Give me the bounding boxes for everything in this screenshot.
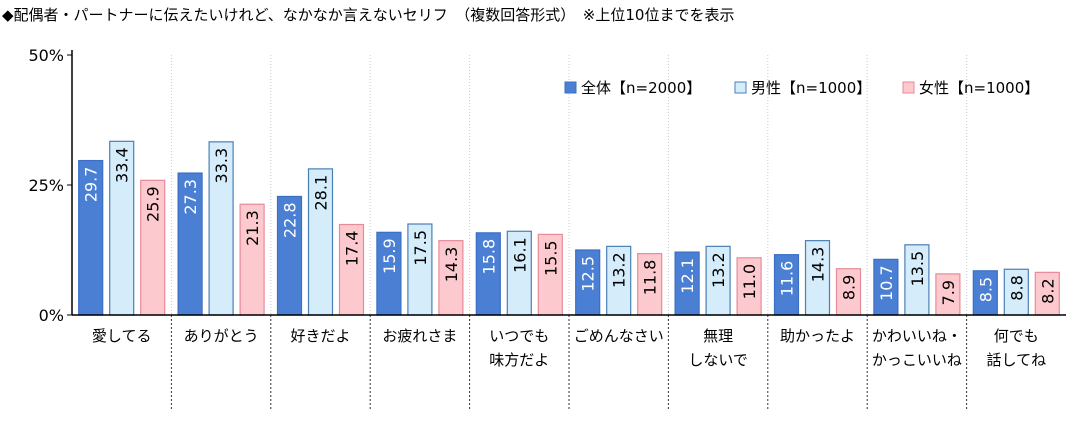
- legend-swatch: [902, 81, 915, 94]
- data-label: 13.2: [709, 252, 728, 288]
- data-label: 22.8: [281, 202, 300, 238]
- bar: [575, 249, 601, 316]
- category-label: 愛してる: [92, 327, 152, 345]
- category-label: 話してね: [987, 351, 1047, 369]
- data-label: 8.5: [976, 277, 995, 302]
- bar: [140, 179, 166, 316]
- category-label: 味方だよ: [489, 351, 549, 369]
- data-label: 13.2: [610, 252, 629, 288]
- bar: [904, 244, 930, 316]
- bar: [935, 273, 961, 316]
- category-label: いつでも: [489, 327, 549, 345]
- bar: [239, 203, 265, 316]
- data-label: 11.0: [740, 264, 759, 300]
- y-tick-label: 50%: [28, 46, 64, 65]
- bar: [307, 168, 334, 316]
- data-label: 12.1: [678, 258, 697, 294]
- chart-title: ◆配偶者・パートナーに伝えたいけれど、なかなか言えないセリフ （複数回答形式） …: [2, 6, 735, 24]
- data-label: 29.7: [82, 167, 101, 203]
- data-label: 17.4: [343, 231, 362, 267]
- category-label: ごめんなさい: [574, 327, 664, 345]
- data-label: 25.9: [144, 186, 163, 222]
- legend-label: 全体【n=2000】: [581, 79, 701, 97]
- y-tick-label: 0%: [39, 306, 64, 325]
- bar: [407, 223, 433, 316]
- bar: [177, 172, 203, 316]
- bar: [835, 268, 862, 316]
- data-label: 15.5: [541, 240, 560, 276]
- bar: [972, 270, 998, 316]
- bar: [674, 251, 700, 316]
- bar: [773, 254, 800, 316]
- data-label: 11.8: [641, 260, 660, 296]
- data-label: 28.1: [312, 175, 331, 211]
- data-label: 33.4: [113, 147, 132, 183]
- bar: [376, 231, 402, 316]
- data-label: 8.2: [1038, 278, 1057, 303]
- legend-label: 男性【n=1000】: [751, 79, 871, 97]
- data-label: 17.5: [411, 230, 430, 266]
- category-label: ありがとう: [184, 327, 259, 345]
- bar: [736, 257, 762, 316]
- category-label: かっこいいね: [872, 351, 962, 369]
- data-label: 15.8: [479, 239, 498, 275]
- bar: [78, 159, 104, 316]
- bar: [606, 245, 632, 316]
- bar: [873, 258, 899, 316]
- category-label: お疲れさま: [382, 327, 457, 345]
- data-label: 12.5: [579, 256, 598, 292]
- legend-label: 女性【n=1000】: [919, 79, 1039, 97]
- y-tick-label: 25%: [28, 176, 64, 195]
- data-label: 27.3: [181, 179, 200, 215]
- category-label: 無理: [703, 327, 733, 345]
- data-label: 14.3: [442, 247, 461, 283]
- legend-swatch: [564, 81, 577, 94]
- data-label: 8.8: [1007, 275, 1026, 300]
- bar: [109, 140, 135, 316]
- bar: [438, 240, 464, 316]
- data-label: 13.5: [908, 251, 927, 287]
- bar: [475, 232, 501, 316]
- data-label: 7.9: [939, 280, 958, 305]
- bar: [276, 195, 303, 316]
- data-label: 8.9: [840, 275, 859, 300]
- data-label: 16.1: [510, 237, 529, 273]
- data-label: 10.7: [877, 265, 896, 301]
- category-label: 何でも: [994, 327, 1039, 345]
- bar: [506, 230, 532, 316]
- data-label: 21.3: [243, 210, 262, 246]
- data-label: 15.9: [380, 238, 399, 274]
- data-label: 33.3: [212, 148, 231, 184]
- bar: [705, 245, 731, 316]
- data-label: 11.6: [778, 261, 797, 297]
- legend-swatch: [734, 81, 747, 94]
- bar: [338, 223, 365, 316]
- bar: [208, 141, 234, 316]
- category-label: 助かったよ: [780, 327, 855, 345]
- category-label: かわいいね・: [872, 327, 962, 345]
- category-label: しないで: [688, 351, 748, 369]
- data-label: 14.3: [809, 247, 828, 283]
- category-label: 好きだよ: [290, 327, 350, 345]
